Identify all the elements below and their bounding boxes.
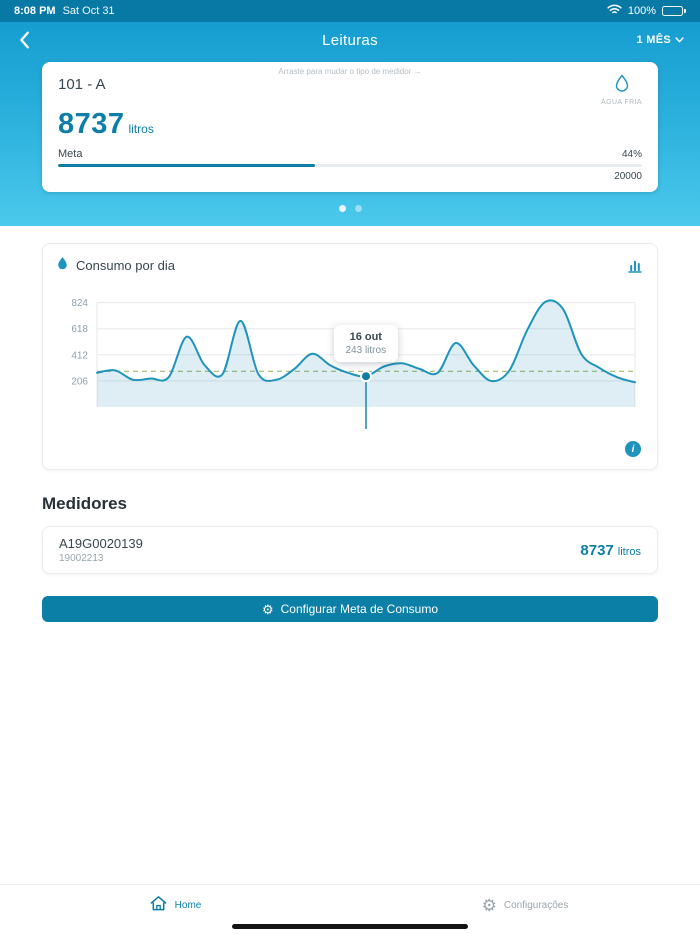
back-button[interactable] [16,27,42,53]
date: Sat Oct 31 [62,5,115,17]
meter-value: 8737 [580,541,614,559]
meta-label: Meta [58,148,83,160]
consumption-unit: litros [128,122,154,136]
meter-type-label: ÁGUA FRIA [601,99,642,106]
page-title: Leituras [322,31,378,49]
configure-goal-label: Configurar Meta de Consumo [280,602,439,616]
period-selector[interactable]: 1 MÊS [636,34,684,46]
swipe-hint: Arraste para mudar o tipo de medidor → [278,67,422,76]
clock: 8:08 PM [14,5,56,17]
water-drop-small-icon [57,256,68,275]
meter-summary-card[interactable]: Arraste para mudar o tipo de medidor → 1… [42,62,658,192]
meter-serial: 19002213 [59,553,104,564]
chart-title: Consumo por dia [76,258,175,273]
meter-value-unit: litros [617,545,641,558]
bar-chart-icon[interactable] [627,258,643,274]
tab-settings-label: Configurações [503,900,569,911]
period-label: 1 MÊS [636,34,671,46]
water-drop-icon [615,74,629,97]
meta-progress-bar [58,164,642,167]
pager-dot-1[interactable] [338,205,346,212]
tooltip-value: 243 litros [345,345,387,357]
status-bar: 8:08 PM Sat Oct 31 100% [0,0,700,22]
gear-icon: ⚙ [261,601,274,617]
tab-home[interactable]: Home [0,885,350,934]
tooltip-date: 16 out [349,331,382,344]
svg-text:824: 824 [71,298,88,309]
settings-gear-icon: ⚙ [481,896,497,915]
wifi-icon [607,4,622,18]
chart-tooltip: 16 out 243 litros [333,325,399,363]
info-icon[interactable]: i [625,441,641,457]
battery-icon [662,6,686,16]
consumption-chart-card: Consumo por dia 206 412 618 824 16 out 243 … [42,243,658,470]
svg-text:618: 618 [71,324,88,335]
header: Leituras 1 MÊS Arraste para mudar o tipo… [0,22,700,226]
home-indicator[interactable] [232,924,468,929]
tab-home-label: Home [174,900,202,911]
section-title-medidores: Medidores [42,494,128,513]
chevron-down-icon [675,37,684,43]
home-icon [149,894,168,917]
meta-total: 20000 [614,171,642,182]
meter-list-item[interactable]: A19G0020139 19002213 8737 litros [42,526,658,574]
consumption-value: 8737 [58,108,125,140]
tab-settings[interactable]: ⚙ Configurações [350,885,700,934]
svg-text:206: 206 [71,376,88,387]
meta-progress-fill [58,164,315,167]
configure-goal-button[interactable]: ⚙ Configurar Meta de Consumo [42,596,658,622]
consumption-line-chart[interactable]: 206 412 618 824 16 out 243 litros [57,283,643,439]
svg-text:412: 412 [71,350,88,361]
meta-percent: 44% [621,149,642,160]
pager-dot-2[interactable] [354,205,362,212]
card-pager [0,205,700,212]
unit-name: 101 - A [58,76,106,93]
nav-bar: Leituras 1 MÊS [0,22,700,58]
battery-percent: 100% [627,5,656,17]
meter-id: A19G0020139 [59,536,143,551]
